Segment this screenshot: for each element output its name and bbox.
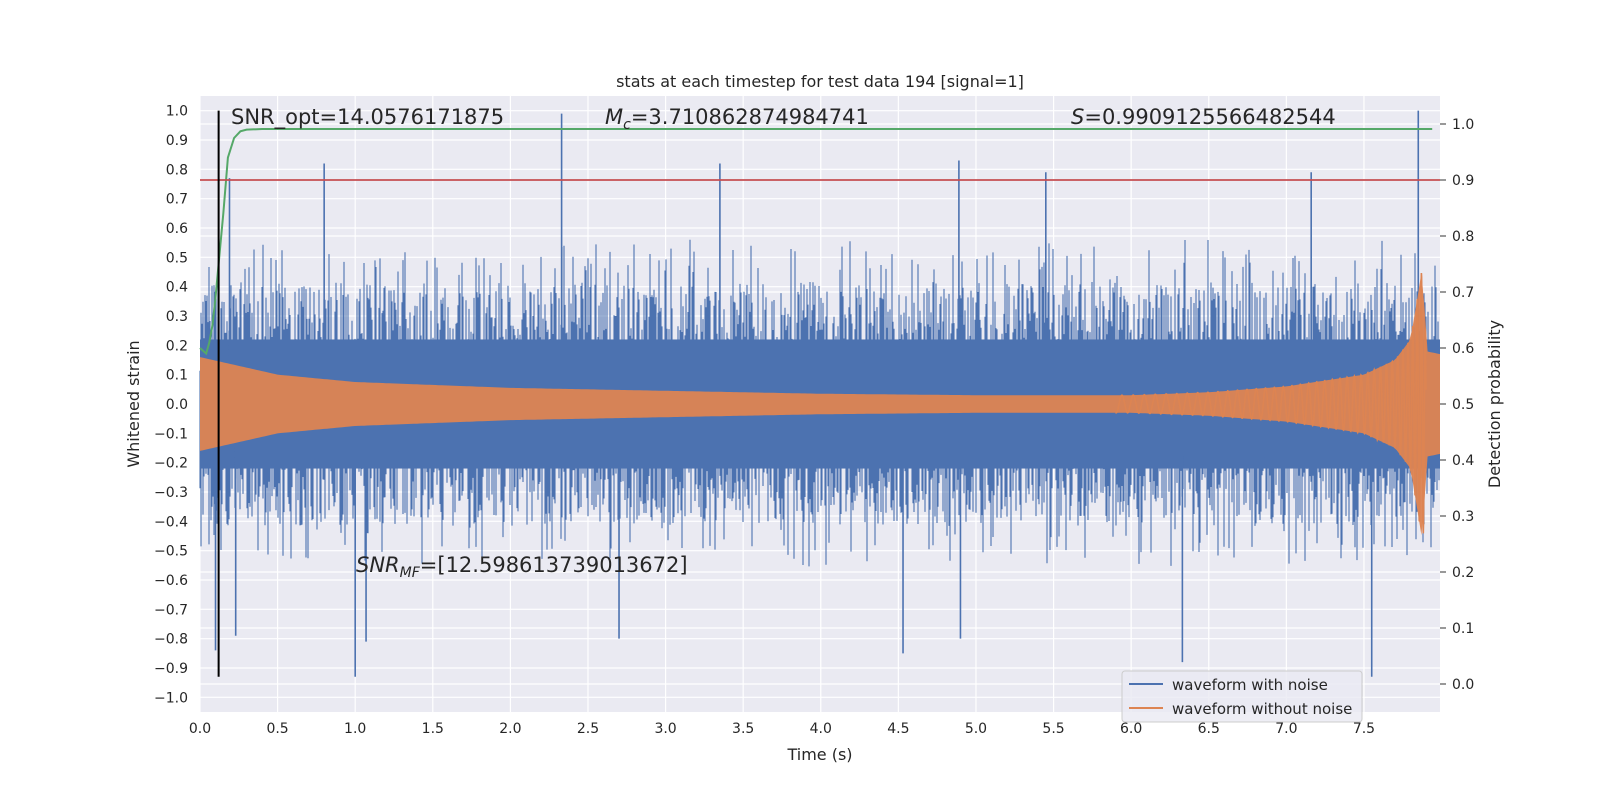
y2-axis-label: Detection probability (1485, 320, 1504, 488)
probability-line (199, 128, 1433, 356)
y2-tick-label: 0.7 (1452, 285, 1474, 301)
chart-title: stats at each timestep for test data 194… (616, 72, 1024, 91)
score-value: =0.9909125566482544 (1084, 105, 1335, 129)
legend-label-with-noise: waveform with noise (1172, 676, 1328, 694)
y2-tick-label: 0.3 (1452, 509, 1474, 525)
y2-tick-label: 0.1 (1452, 621, 1474, 637)
y-tick-label: −1.0 (154, 690, 188, 706)
y-tick-label: −0.8 (154, 632, 188, 648)
annotation-snr-opt: SNR_opt=14.0576171875 (231, 105, 504, 130)
x-tick-label: 6.5 (1198, 721, 1220, 737)
y2-tick-label: 0.5 (1452, 397, 1474, 413)
y-axis-ticks: 1.0 0.9 0.8 0.7 0.6 0.5 0.4 0.3 0.2 0.1 0.0 −0.1 −0.… (154, 104, 188, 707)
y2-tick-label: 1.0 (1452, 117, 1474, 133)
y-tick-label: 0.8 (166, 162, 188, 178)
y-tick-label: 0.3 (166, 309, 188, 325)
y-tick-label: 0.4 (166, 280, 188, 296)
x-tick-label: 7.5 (1353, 721, 1375, 737)
x-tick-label: 4.0 (810, 721, 832, 737)
series-detection-probability (199, 128, 1433, 356)
y-tick-label: −0.5 (154, 544, 188, 560)
x-tick-label: 6.0 (1120, 721, 1142, 737)
snr-mf-value: =[12.598613739013672] (420, 553, 688, 577)
y2-tick-label: 0.6 (1452, 341, 1474, 357)
chirp-mass-value: =3.710862874984741 (631, 105, 869, 129)
y-tick-label: 0.6 (166, 221, 188, 237)
y-tick-label: 0.5 (166, 250, 188, 266)
y-tick-label: −0.2 (154, 456, 188, 472)
x-tick-label: 5.5 (1042, 721, 1064, 737)
x-tick-label: 3.0 (654, 721, 676, 737)
y-tick-label: −0.7 (154, 602, 188, 618)
y-axis-label: Whitened strain (124, 340, 143, 467)
y2-tick-label: 0.8 (1452, 229, 1474, 245)
annotation-snr-mf: SNRMF=[12.598613739013672] (356, 553, 688, 581)
snr-mf-symbol: SNR (356, 553, 400, 577)
x-tick-label: 5.0 (965, 721, 987, 737)
y2-tick-label: 0.0 (1452, 677, 1474, 693)
x-tick-label: 1.5 (422, 721, 444, 737)
y2-tick-label: 0.2 (1452, 565, 1474, 581)
chirp-mass-symbol: M (605, 105, 623, 129)
y-tick-label: 1.0 (166, 104, 188, 120)
x-tick-label: 0.5 (266, 721, 288, 737)
y2-axis-ticks: 1.0 0.9 0.8 0.7 0.6 0.5 0.4 0.3 0.2 0.1 0.0 (1440, 117, 1474, 693)
legend-label-without-noise: waveform without noise (1172, 700, 1352, 718)
y2-tick-label: 0.4 (1452, 453, 1474, 469)
annotation-chirp-mass: Mc=3.710862874984741 (605, 105, 869, 133)
y-tick-label: 0.2 (166, 338, 188, 354)
chirp-mass-subscript: c (623, 117, 631, 133)
x-tick-label: 0.0 (189, 721, 211, 737)
y-tick-label: 0.1 (166, 368, 188, 384)
x-tick-label: 2.5 (577, 721, 599, 737)
x-tick-label: 1.0 (344, 721, 366, 737)
clean-envelope (200, 272, 1440, 536)
y-tick-label: 0.0 (166, 397, 188, 413)
y2-tick-label: 0.9 (1452, 173, 1474, 189)
x-axis-ticks: 0.0 0.5 1.0 1.5 2.0 2.5 3.0 3.5 4.0 4.5 5.0 5.5 6.0 6… (189, 721, 1375, 737)
y-tick-label: −0.4 (154, 514, 188, 530)
x-axis-label: Time (s) (786, 745, 852, 764)
score-symbol: S (1071, 105, 1084, 129)
y-tick-label: −0.3 (154, 485, 188, 501)
annotation-score: S=0.9909125566482544 (1071, 105, 1336, 129)
series-waveform-without-noise (200, 272, 1440, 536)
y-tick-label: −0.6 (154, 573, 188, 589)
y-tick-label: −0.1 (154, 426, 188, 442)
clean-chirp-oscillation (1115, 272, 1427, 534)
x-tick-label: 4.5 (887, 721, 909, 737)
legend: waveform with noise waveform without noi… (1121, 670, 1363, 723)
y-tick-label: −0.9 (154, 661, 188, 677)
y-tick-label: 0.9 (166, 133, 188, 149)
legend-box (1121, 670, 1363, 723)
x-tick-label: 2.0 (499, 721, 521, 737)
snr-mf-subscript: MF (400, 565, 421, 581)
y-tick-label: 0.7 (166, 192, 188, 208)
x-tick-label: 7.0 (1275, 721, 1297, 737)
x-tick-label: 3.5 (732, 721, 754, 737)
